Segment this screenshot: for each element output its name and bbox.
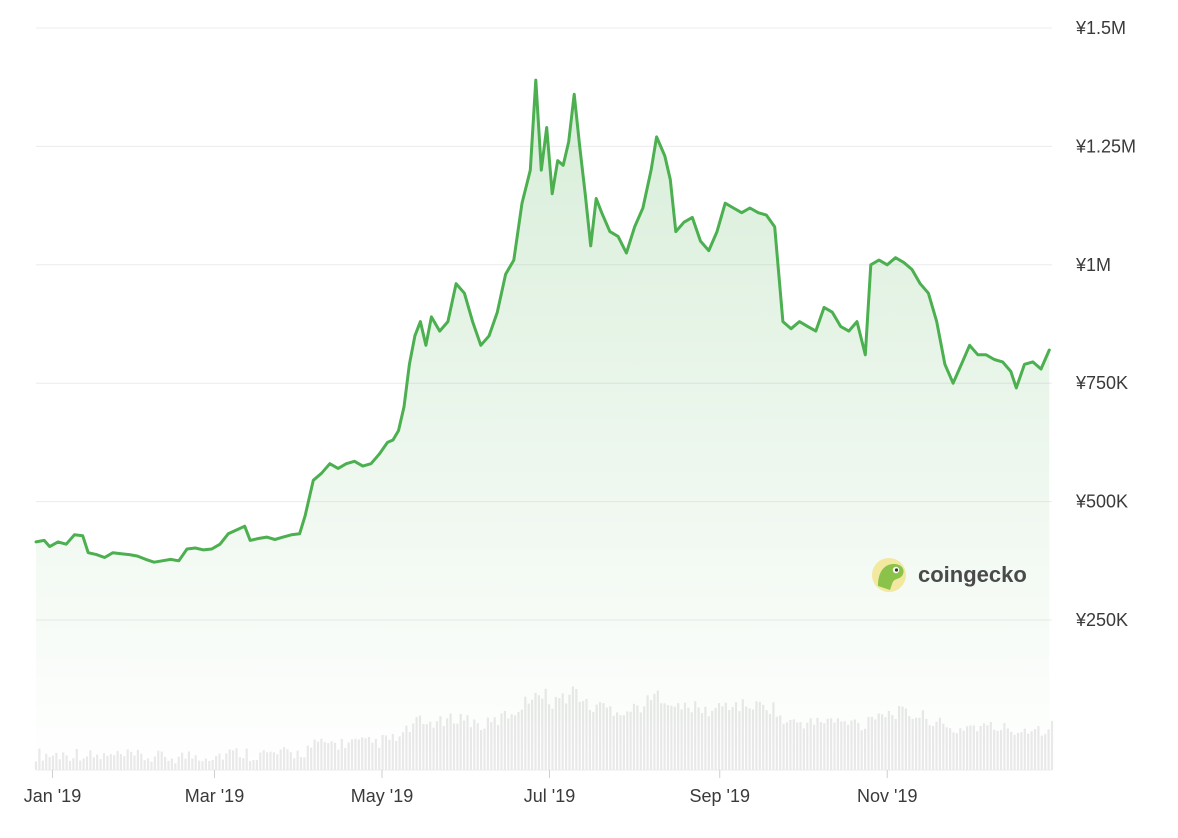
brand-watermark: coingecko xyxy=(872,558,1027,592)
y-tick-label: ¥250K xyxy=(1075,610,1128,630)
brand-name: coingecko xyxy=(918,562,1027,587)
x-tick-label: Mar '19 xyxy=(185,786,244,806)
x-tick-label: Nov '19 xyxy=(857,786,917,806)
price-area xyxy=(36,80,1050,771)
price-line xyxy=(34,78,1051,564)
x-tick-label: Jan '19 xyxy=(24,786,81,806)
y-tick-label: ¥500K xyxy=(1075,492,1128,512)
y-axis-ticks: ¥1.5M ¥1.25M ¥1M ¥750K ¥500K ¥250K xyxy=(1075,18,1136,630)
y-tick-label: ¥1.5M xyxy=(1075,18,1126,38)
x-tick-label: Sep '19 xyxy=(689,786,750,806)
volume-bar xyxy=(1050,720,1054,770)
gecko-logo-icon xyxy=(872,558,906,592)
y-tick-label: ¥750K xyxy=(1075,373,1128,393)
x-axis-ticks: Jan '19 Mar '19 May '19 Jul '19 Sep '19 Nov '… xyxy=(24,770,917,806)
x-tick-label: Jul '19 xyxy=(524,786,575,806)
y-tick-label: ¥1M xyxy=(1075,255,1111,275)
x-tick-label: May '19 xyxy=(351,786,413,806)
y-tick-label: ¥1.25M xyxy=(1075,136,1136,156)
